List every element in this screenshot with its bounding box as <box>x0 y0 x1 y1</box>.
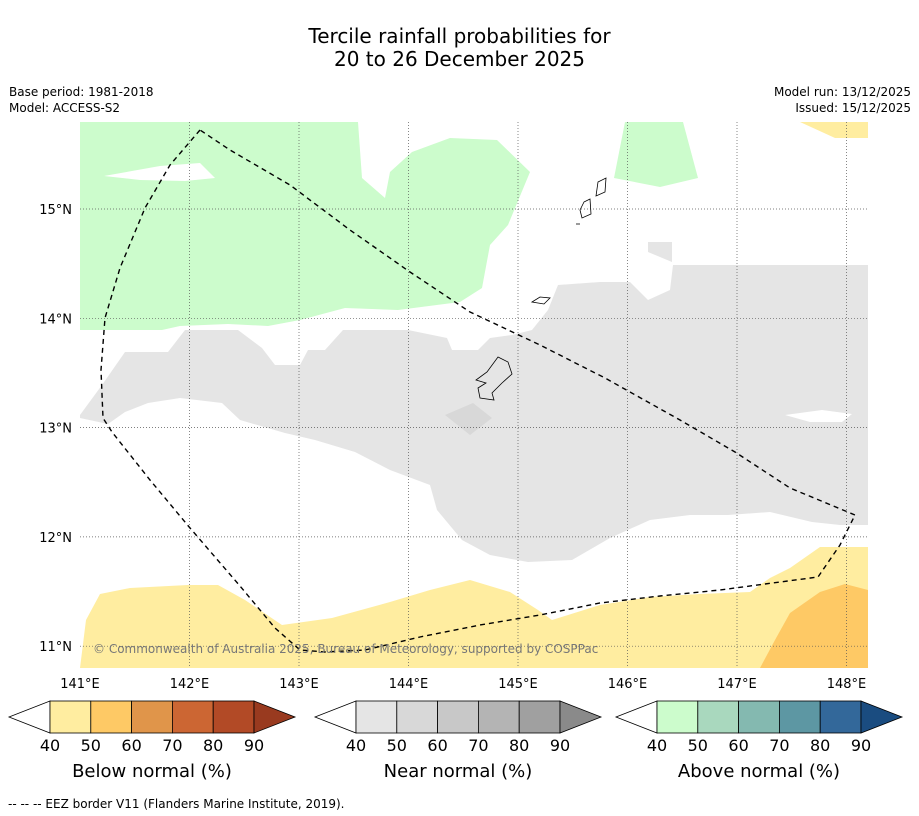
above-normal-region <box>614 122 698 187</box>
rota-island <box>530 296 551 305</box>
longitude-labels: 141°E 142°E 143°E 144°E 145°E 146°E 147°E 148°E <box>60 677 866 692</box>
colorbar-segment <box>437 700 479 734</box>
colorbar-segment <box>49 700 92 734</box>
colorbar-tick-label: 40 <box>345 736 367 755</box>
colorbar-tick-label: 80 <box>509 736 530 755</box>
colorbar-3 <box>614 700 904 734</box>
colorbar-segment <box>518 700 561 734</box>
colorbar-tick-label: 70 <box>769 736 790 755</box>
issued-text: Issued: 15/12/2025 <box>795 101 911 115</box>
copyright-text: © Commonwealth of Australia 2025, Bureau… <box>93 642 598 656</box>
colorbar-tick-label: 40 <box>646 736 668 755</box>
longitude-label: 148°E <box>827 677 867 692</box>
title-line-2: 20 to 26 December 2025 <box>333 47 585 71</box>
colorbar-tick-label: 50 <box>386 736 407 755</box>
colorbar-1 <box>7 700 297 734</box>
longitude-label: 141°E <box>60 677 100 692</box>
islands <box>475 177 607 401</box>
longitude-label: 146°E <box>608 677 648 692</box>
colorbar-over-arrow <box>253 700 297 734</box>
latitude-label: 15°N <box>39 203 72 218</box>
colorbar-tick-label: 60 <box>728 736 749 755</box>
colorbar-segment <box>656 700 699 734</box>
map-fields <box>80 122 868 668</box>
below-normal-region <box>80 547 868 668</box>
colorbar-title: Below normal (%) <box>72 761 232 782</box>
colorbar-tick-label: 60 <box>121 736 142 755</box>
white-hole <box>785 410 852 422</box>
colorbar-over-arrow <box>559 700 603 734</box>
colorbar-over-arrow <box>860 700 904 734</box>
tinian-island <box>579 198 592 219</box>
latitude-labels: 15°N 14°N 13°N 12°N 11°N <box>39 203 72 655</box>
guam-island <box>475 356 513 401</box>
latitude-label: 13°N <box>39 422 72 437</box>
colorbar-under-arrow <box>7 700 51 734</box>
colorbar-tick-label: 60 <box>427 736 448 755</box>
near-normal-region-darker <box>445 403 492 435</box>
longitude-label: 147°E <box>717 677 757 692</box>
colorbar-tick-label: 40 <box>39 736 61 755</box>
colorbar-segment <box>212 700 255 734</box>
colorbar-segment <box>131 700 173 734</box>
saipan-island <box>595 177 607 197</box>
latitude-label: 11°N <box>39 640 72 655</box>
white-hole <box>104 163 215 181</box>
colorbar-title: Near normal (%) <box>383 761 533 782</box>
model-run-text: Model run: 13/12/2025 <box>773 85 911 99</box>
latitude-label: 14°N <box>39 312 72 327</box>
graticule <box>80 122 868 668</box>
eez-border <box>100 129 856 653</box>
colorbar-segment <box>779 700 821 734</box>
model-text: Model: ACCESS-S2 <box>9 101 121 115</box>
colorbar-segment <box>697 700 739 734</box>
colorbar-title: Above normal (%) <box>677 761 841 782</box>
below-normal-region-50 <box>760 584 868 668</box>
colorbar-tick-label: 80 <box>203 736 224 755</box>
longitude-label: 142°E <box>170 677 210 692</box>
longitude-label: 145°E <box>498 677 538 692</box>
colorbar-tick-label: 90 <box>850 736 872 755</box>
eez-footnote: -- -- -- EEZ border V11 (Flanders Marine… <box>8 797 345 811</box>
colorbar-tick-label: 70 <box>468 736 489 755</box>
longitude-label: 144°E <box>389 677 429 692</box>
colorbar-tick-label: 70 <box>162 736 183 755</box>
latitude-label: 12°N <box>39 531 72 546</box>
colorbar-segment <box>396 700 438 734</box>
colorbar-segment <box>477 700 520 734</box>
colorbars <box>7 700 904 734</box>
title-line-1: Tercile rainfall probabilities for <box>308 24 611 48</box>
colorbar-tick-label: 80 <box>810 736 831 755</box>
colorbar-tick-label: 90 <box>243 736 265 755</box>
colorbar-under-arrow <box>614 700 658 734</box>
colorbar-segment <box>90 700 133 734</box>
colorbar-tick-label: 50 <box>687 736 708 755</box>
colorbar-tick-label: 50 <box>80 736 101 755</box>
below-normal-region <box>800 122 868 138</box>
near-normal-region <box>648 242 672 262</box>
colorbar-under-arrow <box>313 700 357 734</box>
above-normal-region <box>80 122 530 330</box>
base-period-text: Base period: 1981-2018 <box>9 85 154 99</box>
colorbar-2 <box>313 700 603 734</box>
colorbar-tick-label: 90 <box>549 736 571 755</box>
colorbar-segment <box>819 700 862 734</box>
colorbar-segment <box>355 700 398 734</box>
colorbar-segment <box>738 700 780 734</box>
longitude-label: 143°E <box>279 677 319 692</box>
colorbar-segment <box>171 700 214 734</box>
